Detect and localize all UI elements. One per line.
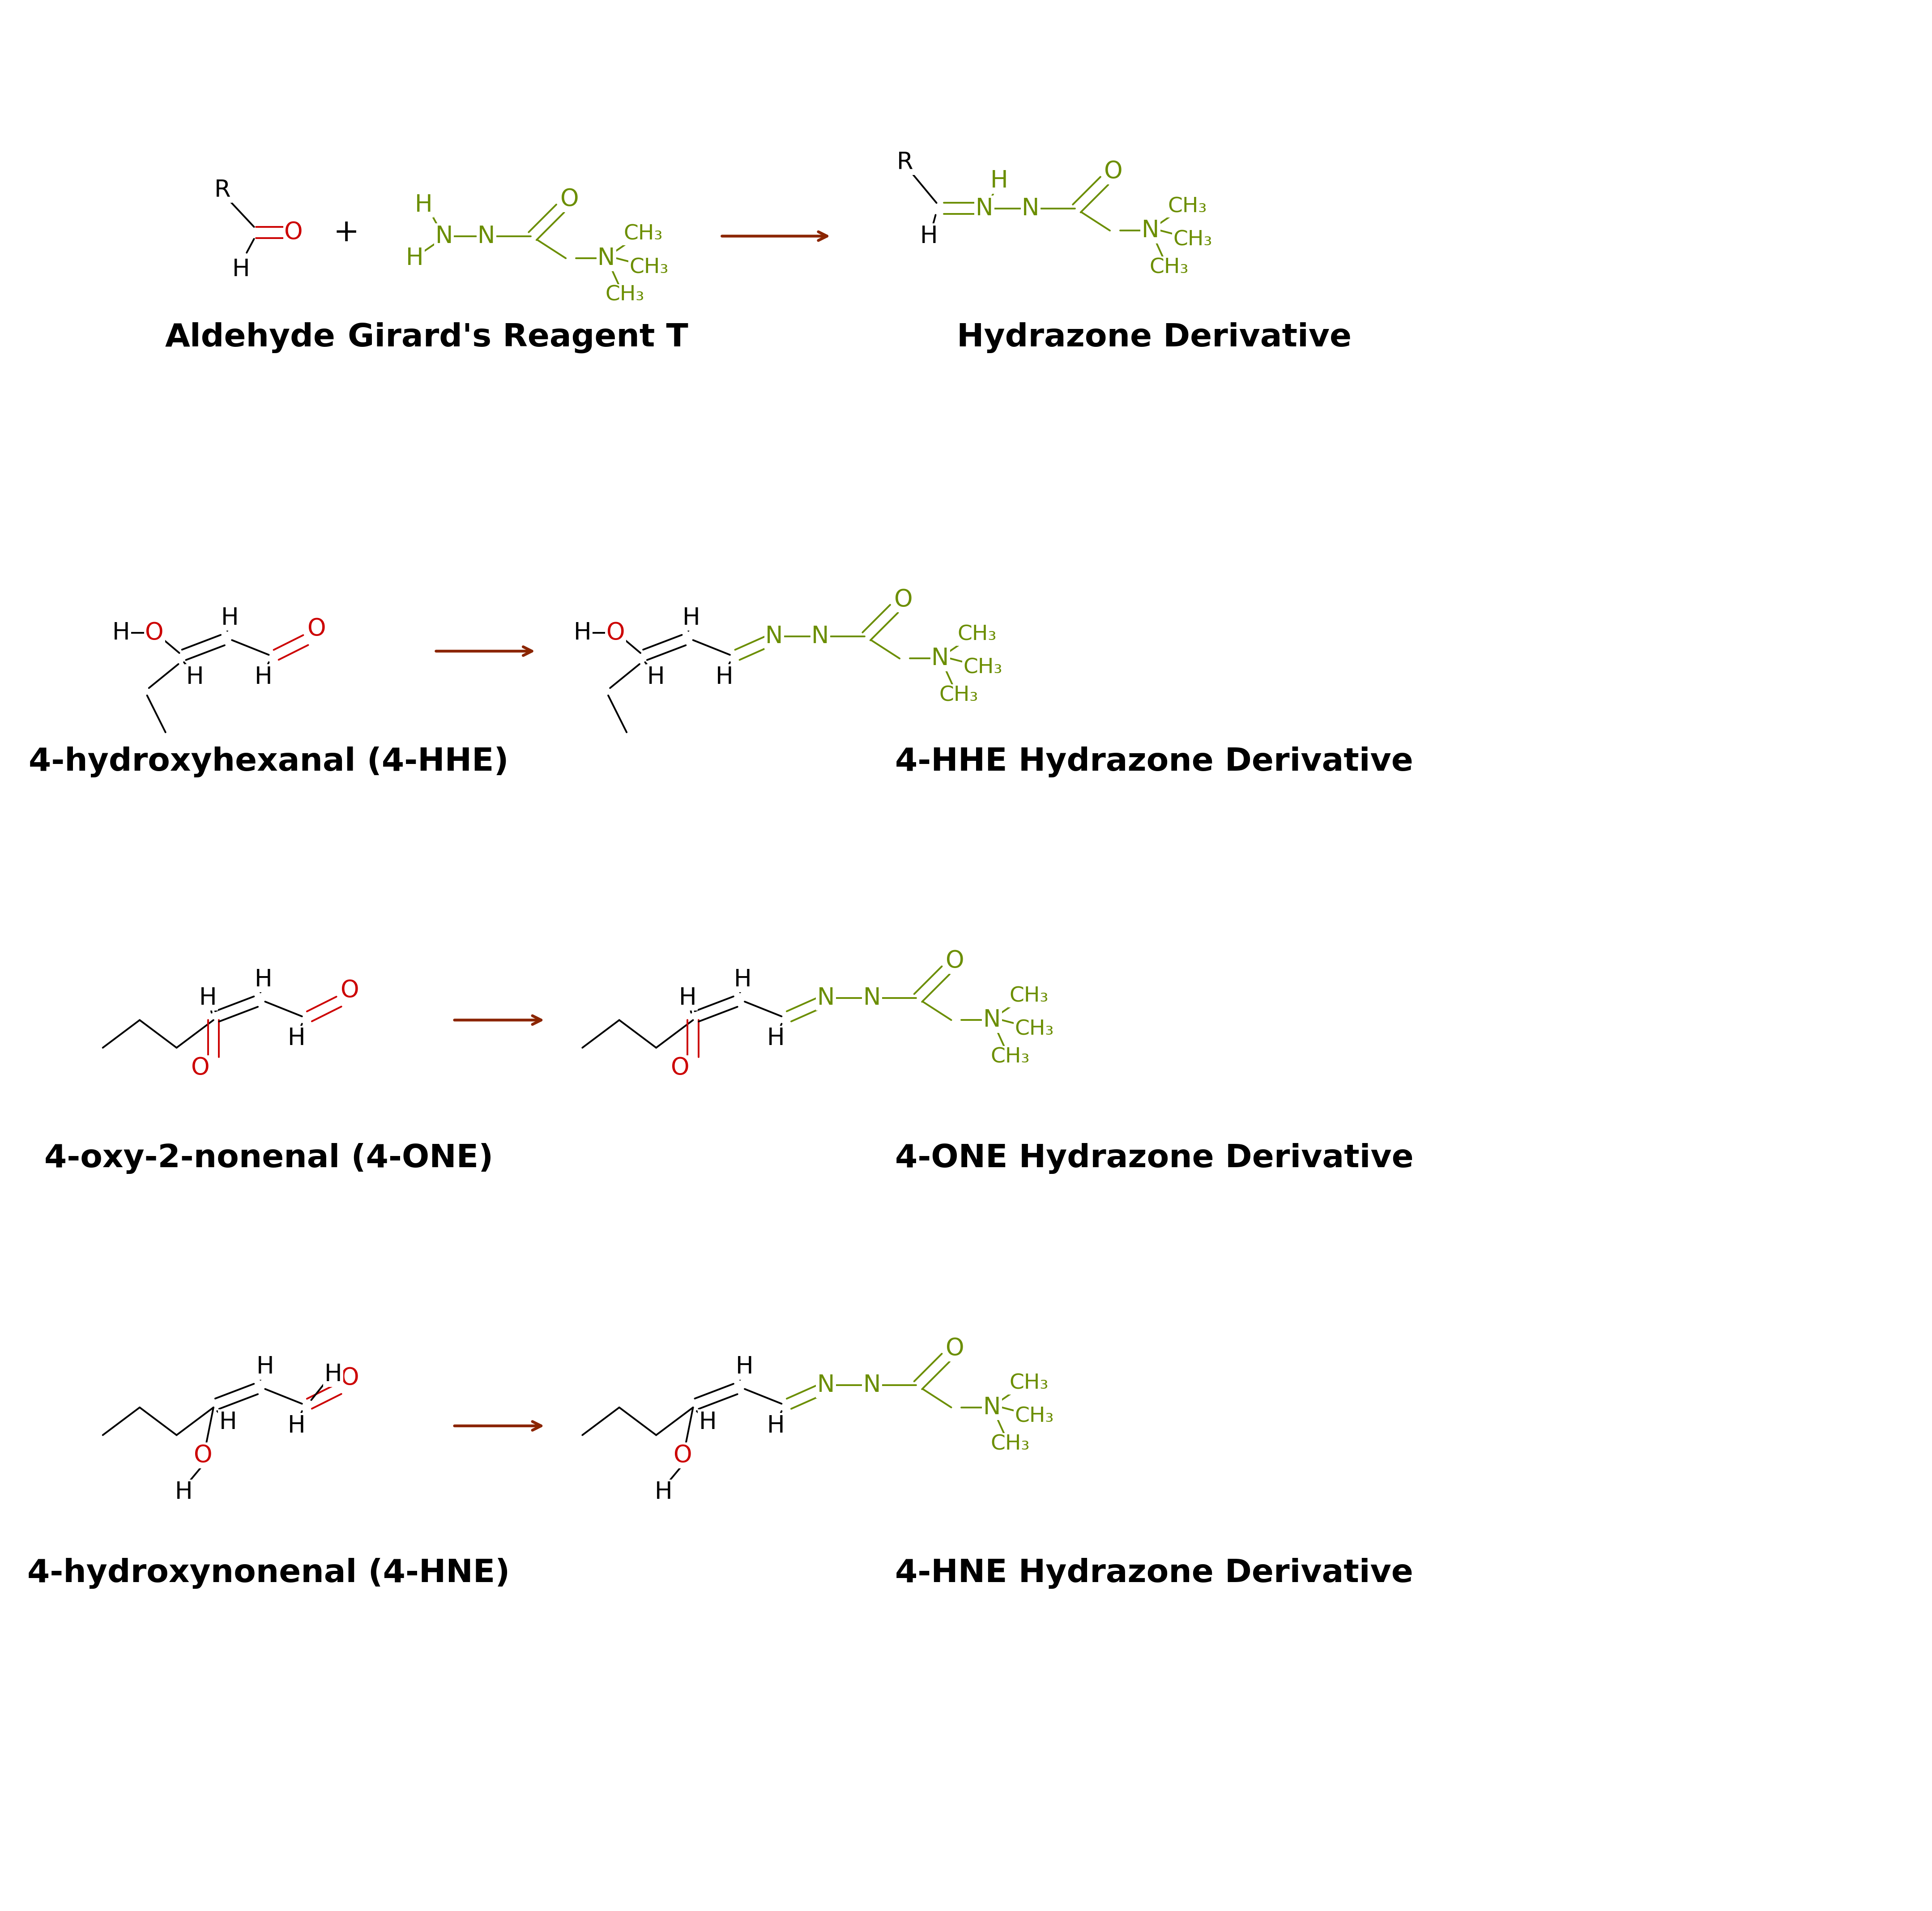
Text: O: O bbox=[1105, 161, 1122, 183]
Text: H: H bbox=[647, 665, 665, 688]
Text: Aldehyde: Aldehyde bbox=[164, 323, 336, 354]
Text: O: O bbox=[307, 617, 327, 640]
Text: CH₃: CH₃ bbox=[1014, 1406, 1053, 1428]
Text: 4-HHE Hydrazone Derivative: 4-HHE Hydrazone Derivative bbox=[895, 747, 1412, 778]
Text: H: H bbox=[199, 986, 216, 1009]
Text: 4-hydroxyhexanal (4-HHE): 4-hydroxyhexanal (4-HHE) bbox=[29, 747, 508, 778]
Text: H: H bbox=[257, 1355, 274, 1378]
Text: 4-oxy-2-nonenal (4-ONE): 4-oxy-2-nonenal (4-ONE) bbox=[44, 1143, 493, 1173]
Text: CH₃: CH₃ bbox=[1167, 197, 1208, 216]
Text: H: H bbox=[767, 1414, 784, 1437]
Text: R: R bbox=[896, 151, 914, 174]
Text: CH₃: CH₃ bbox=[630, 258, 668, 277]
Text: N: N bbox=[811, 625, 829, 648]
Text: H: H bbox=[678, 986, 696, 1009]
Text: CH₃: CH₃ bbox=[1173, 229, 1213, 250]
Text: O: O bbox=[284, 222, 303, 245]
Text: CH₃: CH₃ bbox=[991, 1435, 1030, 1454]
Text: H: H bbox=[112, 621, 129, 644]
Text: H: H bbox=[288, 1414, 305, 1437]
Text: N: N bbox=[597, 247, 614, 269]
Text: +: + bbox=[332, 218, 359, 247]
Text: H: H bbox=[232, 258, 249, 281]
Text: 4-ONE Hydrazone Derivative: 4-ONE Hydrazone Derivative bbox=[895, 1143, 1414, 1173]
Text: CH₃: CH₃ bbox=[991, 1047, 1030, 1066]
Text: H: H bbox=[255, 967, 272, 992]
Text: O: O bbox=[607, 621, 624, 644]
Text: N: N bbox=[983, 1395, 1001, 1420]
Text: N: N bbox=[765, 625, 782, 648]
Text: N: N bbox=[931, 648, 949, 671]
Text: O: O bbox=[670, 1057, 690, 1080]
Text: H: H bbox=[288, 1026, 305, 1051]
Text: H: H bbox=[406, 247, 423, 269]
Text: H: H bbox=[767, 1026, 784, 1051]
Text: N: N bbox=[1022, 197, 1039, 220]
Text: H: H bbox=[736, 1355, 753, 1378]
Text: CH₃: CH₃ bbox=[1009, 986, 1049, 1007]
Text: O: O bbox=[674, 1443, 692, 1468]
Text: N: N bbox=[477, 224, 495, 248]
Text: CH₃: CH₃ bbox=[1150, 258, 1188, 277]
Text: CH₃: CH₃ bbox=[939, 686, 978, 705]
Text: Hydrazone Derivative: Hydrazone Derivative bbox=[956, 323, 1352, 354]
Text: N: N bbox=[864, 1374, 881, 1397]
Text: O: O bbox=[945, 950, 964, 973]
Text: H: H bbox=[325, 1363, 342, 1385]
Text: H: H bbox=[699, 1410, 717, 1433]
Text: H: H bbox=[176, 1481, 193, 1504]
Text: 4-hydroxynonenal (4-HNE): 4-hydroxynonenal (4-HNE) bbox=[27, 1557, 510, 1588]
Text: O: O bbox=[560, 187, 580, 210]
Text: N: N bbox=[817, 986, 835, 1009]
Text: CH₃: CH₃ bbox=[605, 285, 645, 306]
Text: O: O bbox=[945, 1338, 964, 1361]
Text: H: H bbox=[655, 1481, 672, 1504]
Text: CH₃: CH₃ bbox=[1009, 1374, 1049, 1393]
Text: H: H bbox=[682, 606, 699, 629]
Text: H: H bbox=[574, 621, 591, 644]
Text: CH₃: CH₃ bbox=[958, 625, 997, 644]
Text: H: H bbox=[920, 224, 939, 248]
Text: O: O bbox=[191, 1057, 211, 1080]
Text: Girard's Reagent T: Girard's Reagent T bbox=[348, 323, 688, 354]
Text: N: N bbox=[983, 1009, 1001, 1032]
Text: CH₃: CH₃ bbox=[624, 224, 663, 245]
Text: H: H bbox=[991, 170, 1009, 193]
Text: N: N bbox=[817, 1374, 835, 1397]
Text: N: N bbox=[1142, 220, 1159, 243]
Text: H: H bbox=[415, 193, 433, 216]
Text: CH₃: CH₃ bbox=[1014, 1019, 1053, 1040]
Text: N: N bbox=[976, 197, 993, 220]
Text: 4-HNE Hydrazone Derivative: 4-HNE Hydrazone Derivative bbox=[895, 1557, 1412, 1588]
Text: CH₃: CH₃ bbox=[962, 657, 1003, 678]
Text: O: O bbox=[340, 978, 359, 1001]
Text: O: O bbox=[193, 1443, 213, 1468]
Text: H: H bbox=[255, 665, 272, 688]
Text: H: H bbox=[715, 665, 734, 688]
Text: O: O bbox=[895, 589, 912, 612]
Text: H: H bbox=[220, 606, 240, 629]
Text: N: N bbox=[864, 986, 881, 1009]
Text: N: N bbox=[435, 224, 452, 248]
Text: H: H bbox=[734, 967, 752, 992]
Text: R: R bbox=[214, 178, 232, 203]
Text: O: O bbox=[145, 621, 164, 644]
Text: O: O bbox=[340, 1366, 359, 1389]
Text: H: H bbox=[220, 1410, 238, 1433]
Text: H: H bbox=[185, 665, 205, 688]
